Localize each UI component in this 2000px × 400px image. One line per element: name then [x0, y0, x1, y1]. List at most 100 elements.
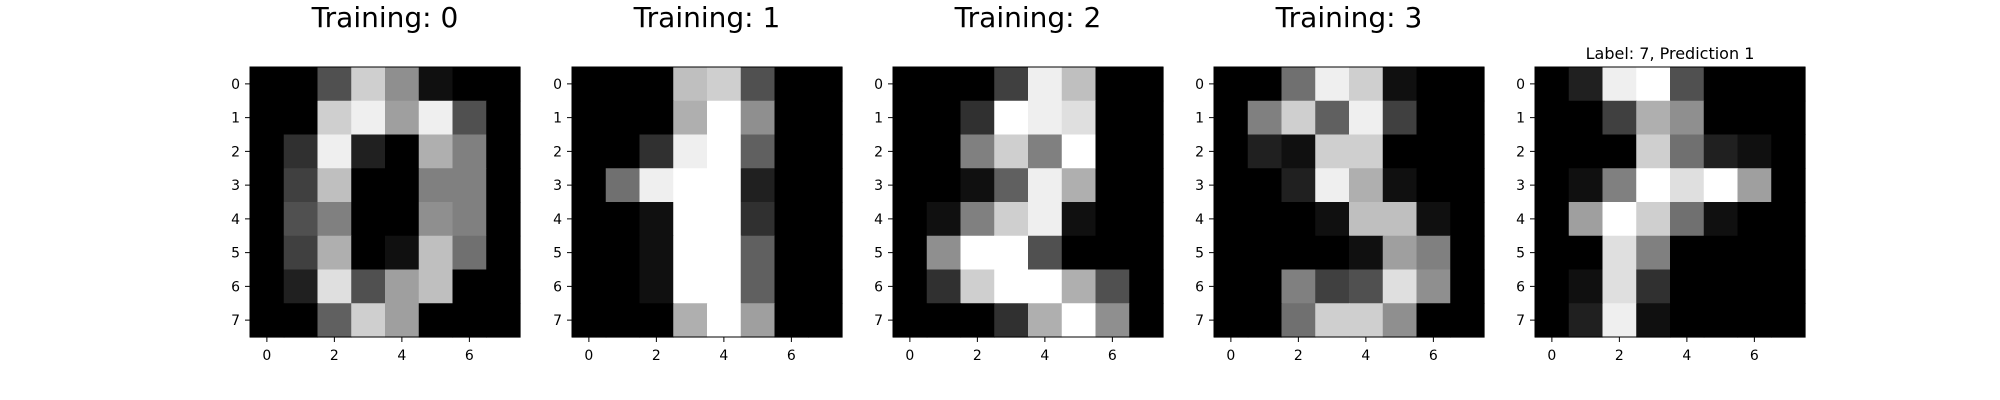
pixel-cell: [707, 134, 742, 169]
pixel-cell: [1247, 269, 1283, 304]
pixel-cell: [486, 235, 521, 271]
pixel-cell: [1129, 168, 1164, 203]
y-tick-label: 6: [231, 279, 240, 295]
pixel-cell: [1028, 269, 1063, 304]
pixel-cell: [1247, 67, 1283, 102]
x-tick-label: 4: [397, 348, 406, 364]
pixel-cell: [283, 235, 319, 271]
pixel-cell: [1450, 303, 1485, 338]
pixel-cell: [283, 303, 319, 338]
pixel-cell: [1416, 269, 1451, 304]
pixel-cell: [1568, 168, 1604, 203]
y-tick-label: 3: [231, 178, 240, 194]
pixel-cell: [774, 269, 809, 304]
pixel-cell: [1636, 202, 1671, 237]
y-tick-label: 3: [1195, 178, 1204, 194]
pixel-cell: [926, 269, 962, 304]
x-tick-label: 6: [1429, 348, 1438, 364]
pixel-cell: [994, 303, 1029, 338]
pixel-cell: [1416, 67, 1451, 102]
pixel-cell: [1416, 303, 1451, 338]
axes-frame: [1534, 66, 1806, 338]
pixel-cell: [283, 67, 319, 102]
pixel-cell: [673, 168, 708, 203]
pixel-cell: [385, 67, 420, 102]
pixel-cell: [1703, 168, 1739, 203]
pixel-cell: [808, 168, 843, 203]
pixel-cell: [283, 100, 319, 136]
y-tick-label: 2: [553, 144, 562, 160]
pixel-cell: [385, 202, 420, 237]
panel-title: Label: 7, Prediction 1: [1586, 44, 1755, 63]
y-tick-label: 1: [874, 111, 883, 127]
pixel-cell: [673, 269, 708, 304]
pixel-cell: [1349, 269, 1384, 304]
y-tick-label: 5: [231, 246, 240, 262]
pixel-cell: [1416, 100, 1451, 136]
pixel-cell: [1568, 67, 1604, 102]
pixel-cell: [1028, 202, 1063, 237]
x-tick-label: 6: [1108, 348, 1117, 364]
pixel-cell: [1214, 303, 1249, 338]
pixel-cell: [385, 168, 420, 203]
pixel-cell: [1129, 202, 1164, 237]
pixel-cell: [351, 134, 386, 169]
pixel-cell: [893, 134, 928, 169]
pixel-cell: [1450, 202, 1485, 237]
y-tick-label: 5: [1516, 246, 1525, 262]
pixel-cell: [926, 67, 962, 102]
pixel-cell: [707, 100, 742, 136]
pixel-cell: [1703, 269, 1739, 304]
pixel-cell: [1281, 134, 1316, 169]
pixel-cell: [452, 202, 487, 237]
pixel-cell: [452, 235, 487, 271]
pixel-cell: [1382, 134, 1418, 169]
pixel-cell: [1568, 100, 1604, 136]
x-tick-label: 0: [1547, 348, 1556, 364]
pixel-cell: [572, 168, 607, 203]
pixel-cell: [926, 303, 962, 338]
pixel-cell: [960, 235, 995, 271]
pixel-cell: [1281, 235, 1316, 271]
pixel-cell: [1095, 235, 1130, 271]
pixel-cell: [1315, 168, 1350, 203]
pixel-cell: [1670, 303, 1705, 338]
pixel-cell: [1028, 100, 1063, 136]
y-tick-label: 6: [874, 279, 883, 295]
panel-title: Training: 3: [1275, 1, 1423, 34]
y-tick-label: 7: [1195, 313, 1204, 329]
pixel-cell: [1568, 269, 1604, 304]
y-tick-label: 4: [1516, 212, 1525, 228]
pixel-cell: [1095, 100, 1130, 136]
pixel-cell: [572, 202, 607, 237]
pixel-cell: [707, 235, 742, 271]
pixel-cell: [1061, 168, 1097, 203]
pixel-cell: [707, 303, 742, 338]
pixel-cell: [639, 134, 674, 169]
pixel-cell: [1771, 202, 1806, 237]
y-tick-label: 1: [553, 111, 562, 127]
y-tick-label: 2: [1516, 144, 1525, 160]
pixel-cell: [1095, 67, 1130, 102]
pixel-cell: [486, 67, 521, 102]
pixel-cell: [452, 168, 487, 203]
pixel-cell: [1382, 202, 1418, 237]
pixel-cell: [1535, 303, 1570, 338]
pixel-cell: [1281, 202, 1316, 237]
pixel-cell: [385, 100, 420, 136]
pixel-cell: [960, 168, 995, 203]
pixel-cell: [1315, 67, 1350, 102]
pixel-cell: [1382, 235, 1418, 271]
pixel-cell: [1737, 303, 1772, 338]
pixel-cell: [452, 303, 487, 338]
pixel-cell: [1771, 168, 1806, 203]
pixel-cell: [1771, 100, 1806, 136]
pixel-cell: [385, 303, 420, 338]
pixel-cell: [1416, 134, 1451, 169]
pixel-cell: [1315, 134, 1350, 169]
pixel-cell: [1028, 168, 1063, 203]
x-tick-label: 2: [330, 348, 339, 364]
pixel-cell: [351, 67, 386, 102]
pixel-cell: [452, 134, 487, 169]
pixel-cell: [1602, 202, 1637, 237]
